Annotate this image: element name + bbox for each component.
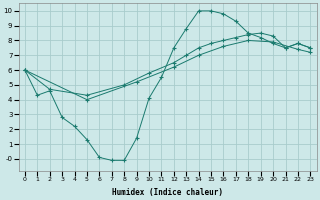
X-axis label: Humidex (Indice chaleur): Humidex (Indice chaleur) [112, 188, 223, 197]
